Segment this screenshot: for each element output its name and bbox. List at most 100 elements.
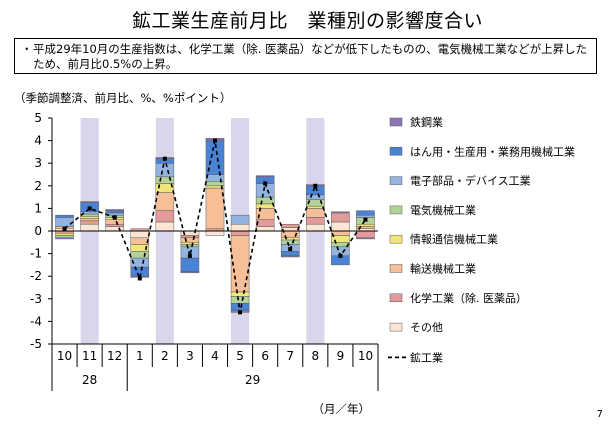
bar-segment: [230, 296, 250, 304]
bar-segment: [105, 219, 124, 225]
bar-segment: [230, 291, 250, 297]
bar-segment: [80, 220, 99, 225]
y-tick-label: 2: [34, 179, 42, 193]
legend-label: 情報通信機械工業: [410, 232, 498, 246]
bar-segment: [230, 214, 250, 225]
legend-swatch: [389, 322, 403, 332]
bar-segment: [205, 230, 225, 236]
legend-label: 化学工業（除. 医薬品）: [410, 291, 527, 305]
bar-segment: [356, 214, 375, 218]
bar-segment: [255, 175, 275, 178]
legend-swatch: [389, 147, 403, 156]
bar-segment: [155, 162, 175, 178]
bar-segment: [130, 237, 150, 245]
summary-text: 平成29年10月の生産指数は、化学工業（除. 医薬品）などが低下したものの、電気…: [33, 42, 588, 71]
bar-segment: [105, 226, 124, 232]
bar-segment: [230, 223, 250, 232]
x-tick-label: 3: [186, 349, 194, 363]
legend-swatch: [389, 117, 403, 127]
bar-segment: [280, 255, 300, 258]
bar-segment: [280, 237, 300, 241]
bar-segment: [130, 230, 150, 239]
bar-segment: [155, 192, 175, 211]
bar-segment: [230, 303, 250, 311]
bar-segment: [356, 223, 375, 227]
bar-segment: [356, 210, 375, 216]
year-label: 28: [82, 373, 97, 387]
x-unit-label: （月／年）: [313, 402, 371, 416]
bar-segment: [255, 219, 275, 227]
y-tick-label: 1: [34, 201, 42, 215]
bar-segment: [280, 239, 300, 245]
line-marker: [238, 310, 243, 315]
bar-segment: [306, 208, 325, 218]
line-marker: [137, 276, 142, 281]
line-marker: [62, 226, 67, 231]
legend-label: 鉱工業: [410, 350, 443, 364]
x-tick-label: 7: [286, 349, 294, 363]
bar-segment: [255, 226, 275, 232]
line-marker: [213, 138, 217, 143]
summary-box: ・ 平成29年10月の生産指数は、化学工業（除. 医薬品）などが低下したものの、…: [14, 38, 597, 74]
x-tick-label: 11: [82, 349, 97, 363]
y-tick-label: -5: [30, 337, 42, 351]
legend-swatch: [389, 176, 403, 185]
line-marker: [87, 206, 92, 211]
line-marker: [288, 247, 293, 252]
x-tick-label: 2: [161, 349, 169, 363]
x-tick-label: 12: [107, 349, 122, 363]
bar-segment: [180, 271, 200, 274]
bar-segment: [180, 237, 200, 243]
bar-segment: [356, 230, 375, 239]
bar-segment: [55, 233, 74, 236]
line-marker: [112, 215, 117, 220]
bar-segment: [180, 257, 200, 272]
bar-segment: [230, 230, 250, 236]
x-tick-label: 6: [261, 349, 269, 363]
bar-segment: [255, 203, 275, 209]
bar-segment: [55, 214, 74, 218]
bar-segment: [306, 217, 325, 225]
x-tick-label: 10: [57, 349, 72, 363]
unit-label: （季節調整済、前月比、%、%ポイント）: [14, 91, 232, 105]
bar-segment: [356, 237, 375, 240]
legend-swatch: [389, 205, 403, 215]
line-marker: [162, 156, 167, 161]
x-tick-label: 5: [236, 349, 244, 363]
line-marker: [187, 253, 192, 258]
bar-segment: [306, 223, 325, 232]
bar-segment: [80, 201, 99, 203]
bar-segment: [55, 237, 74, 240]
legend-label: その他: [410, 321, 443, 334]
legend-swatch: [389, 234, 403, 244]
bar-segment: [80, 218, 99, 222]
legend-swatch: [389, 293, 403, 303]
line-marker: [263, 181, 268, 186]
bar-segment: [205, 187, 225, 229]
bar-segment: [180, 235, 200, 239]
bar-segment: [331, 211, 350, 214]
bar-segment: [331, 221, 350, 232]
y-tick-label: -4: [30, 314, 42, 328]
line-marker: [363, 217, 368, 222]
bar-segment: [130, 251, 150, 259]
y-tick-label: 3: [34, 156, 42, 170]
y-tick-label: 0: [34, 224, 42, 238]
bar-segment: [306, 205, 325, 209]
bar-segment: [155, 210, 175, 223]
bar-segment: [80, 223, 99, 232]
legend-label: 電子部品・デバイス工業: [410, 174, 531, 188]
bullet: ・: [21, 42, 33, 56]
line-marker: [338, 253, 343, 258]
bar-segment: [55, 217, 74, 227]
bar-segment: [155, 221, 175, 232]
line-marker: [313, 183, 318, 188]
y-tick-label: -3: [30, 292, 42, 306]
page-number: 7: [596, 409, 603, 420]
bar-segment: [180, 242, 200, 245]
bar-segment: [105, 210, 124, 214]
bar-segment: [180, 244, 200, 248]
year-label: 29: [245, 373, 260, 387]
bar-segment: [280, 251, 300, 257]
legend-label: 鉄鋼業: [410, 115, 443, 129]
